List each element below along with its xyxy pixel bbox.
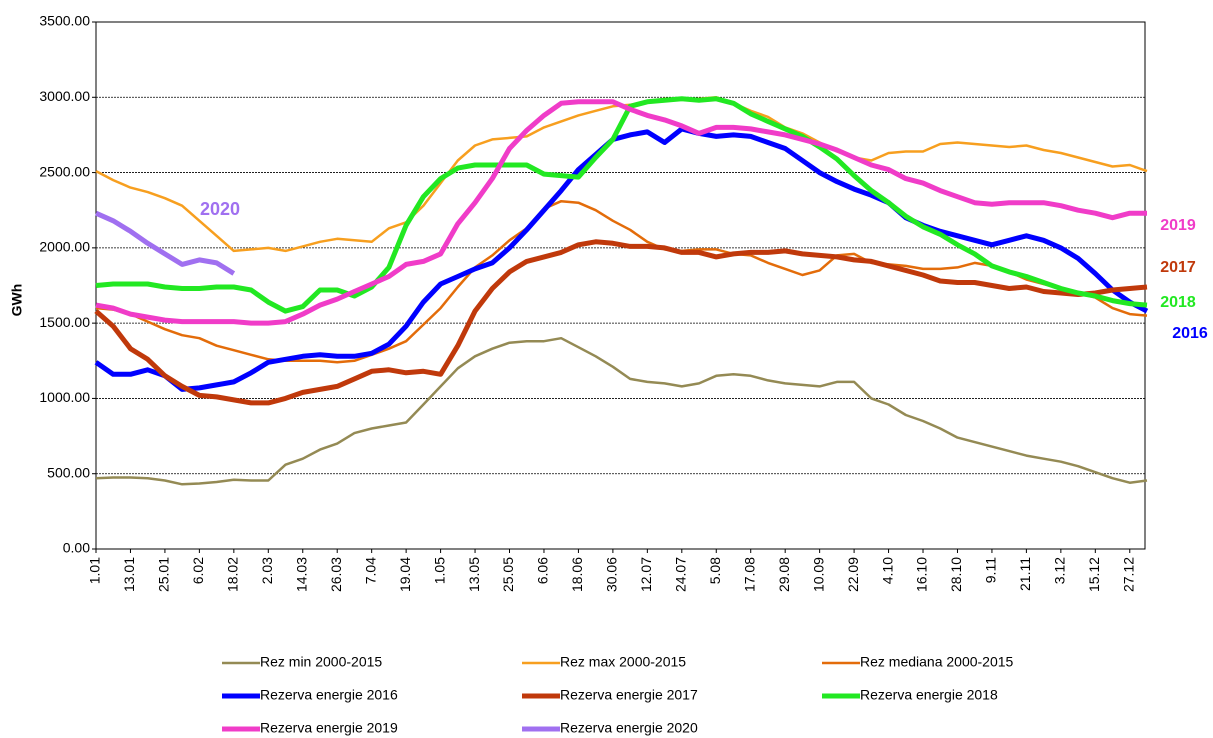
x-tick-label: 24.07 [673,557,689,592]
x-tick-label: 5.08 [707,557,723,584]
x-tick-label: 25.05 [500,557,516,592]
x-tick-label: 1.05 [431,557,447,584]
x-tick-label: 6.02 [190,557,206,584]
x-tick-label: 27.12 [1120,557,1136,592]
y-tick-label: 1000.00 [39,389,90,405]
y-tick-label: 3500.00 [39,13,90,29]
series-line [95,199,1148,364]
series-end-label: 2017 [1160,259,1196,276]
x-tick-label: 25.01 [156,557,172,592]
y-tick-label: 2500.00 [39,163,90,179]
x-tick-label: 18.06 [569,557,585,592]
x-tick-label: 26.03 [328,557,344,592]
series-end-label: 2020 [200,199,240,219]
y-tick-label: 2000.00 [39,239,90,255]
x-tick-label: 13.01 [121,557,137,592]
legend-label: Rezerva energie 2019 [260,720,398,736]
x-tick-label: 12.07 [638,557,654,592]
y-axis-label: GWh [9,284,25,317]
x-tick-label: 4.10 [879,557,895,584]
y-tick-label: 500.00 [47,464,90,480]
x-tick-label: 19.04 [397,557,413,592]
y-tick-label: 3000.00 [39,88,90,104]
series-line [95,336,1148,486]
series-end-label: 2018 [1160,294,1196,311]
x-tick-label: 13.05 [466,557,482,592]
x-tick-label: 18.02 [225,557,241,592]
x-tick-label: 21.11 [1017,557,1033,591]
x-tick-label: 30.06 [604,557,620,592]
x-tick-label: 10.09 [810,557,826,592]
series-line [95,96,1148,314]
x-tick-label: 17.08 [741,557,757,592]
x-tick-label: 7.04 [362,557,378,584]
x-tick-label: 22.09 [845,557,861,592]
legend-label: Rezerva energie 2016 [260,687,398,703]
x-tick-label: 3.12 [1052,557,1068,584]
legend-label: Rezerva energie 2017 [560,687,698,703]
x-tick-label: 2.03 [259,557,275,584]
legend-label: Rezerva energie 2020 [560,720,698,736]
x-tick-label: 28.10 [948,557,964,592]
series-end-label: 2019 [1160,217,1196,234]
legend-label: Rez min 2000-2015 [260,654,382,670]
x-tick-label: 15.12 [1086,557,1102,592]
x-tick-label: 1.01 [87,557,103,584]
y-tick-label: 1500.00 [39,314,90,330]
series-line [94,210,236,276]
y-tick-label: 0.00 [63,540,90,556]
x-tick-label: 14.03 [293,557,309,592]
series-line [94,126,1149,392]
legend-label: Rez mediana 2000-2015 [860,654,1014,670]
legend-label: Rezerva energie 2018 [860,687,998,703]
x-tick-label: 6.06 [535,557,551,584]
legend-label: Rez max 2000-2015 [560,654,686,670]
series-end-label: 2016 [1172,325,1208,342]
series-line [95,99,1147,326]
x-tick-label: 29.08 [776,557,792,592]
x-tick-label: 9.11 [983,557,999,583]
x-tick-label: 16.10 [914,557,930,592]
series-line [94,239,1148,406]
